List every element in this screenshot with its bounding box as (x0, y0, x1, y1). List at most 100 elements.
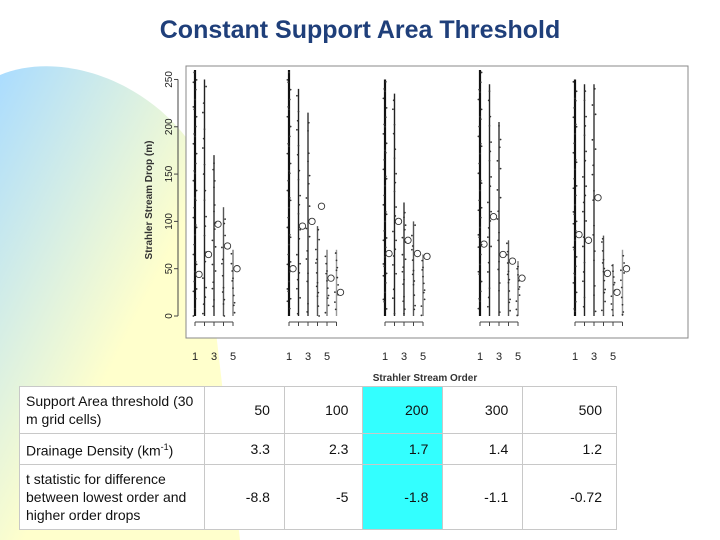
x-tick-label: 5 (515, 351, 521, 363)
data-point (382, 239, 385, 242)
data-point (506, 262, 509, 264)
data-point (477, 135, 480, 138)
data-point (192, 179, 195, 182)
data-point (287, 81, 290, 84)
data-point (480, 182, 483, 185)
data-point (583, 134, 586, 137)
data-point (221, 258, 224, 261)
data-point (497, 210, 500, 213)
data-point (515, 308, 518, 311)
data-point (192, 142, 195, 145)
data-point (384, 255, 386, 258)
data-point (582, 271, 585, 273)
data-point (412, 283, 415, 286)
data-point (232, 277, 234, 280)
table-cell: -0.72 (522, 464, 617, 530)
data-point (498, 282, 501, 284)
data-point (572, 281, 575, 284)
data-point (573, 308, 576, 310)
data-point (203, 128, 206, 131)
data-point (230, 252, 233, 255)
data-point (423, 298, 426, 301)
data-point (516, 314, 519, 317)
data-point (395, 272, 397, 275)
chart-panels (192, 70, 631, 317)
data-point (337, 283, 339, 286)
data-point (506, 242, 508, 245)
data-point (507, 270, 510, 273)
data-point (383, 265, 386, 268)
data-point (308, 235, 311, 238)
data-point (213, 299, 215, 301)
x-tick-label: 5 (420, 351, 426, 363)
data-point (326, 297, 329, 300)
data-point (213, 210, 215, 213)
data-point (508, 301, 511, 304)
data-point (192, 106, 195, 108)
data-point (489, 150, 492, 153)
data-point (612, 276, 615, 278)
data-point (296, 312, 299, 315)
data-point (287, 253, 290, 256)
data-point (506, 273, 509, 276)
data-point (582, 280, 584, 283)
data-point (574, 194, 577, 197)
data-point (297, 178, 300, 181)
data-point (213, 162, 215, 165)
data-point (392, 263, 394, 266)
data-point (573, 248, 576, 251)
data-point (394, 215, 397, 217)
data-point (395, 172, 397, 175)
data-point (411, 273, 414, 276)
x-tick-label: 3 (211, 351, 217, 363)
data-point (621, 313, 624, 316)
y-tick-label: 150 (164, 165, 175, 182)
data-point (213, 204, 216, 206)
data-point (318, 238, 320, 241)
data-point (288, 169, 290, 172)
data-point (385, 213, 388, 216)
data-point (205, 85, 207, 88)
data-point (384, 211, 387, 213)
table-cell: 1.4 (442, 433, 524, 465)
mean-marker (394, 217, 403, 226)
data-point (575, 185, 578, 187)
data-point (384, 125, 386, 128)
data-point (384, 90, 386, 93)
data-point (506, 250, 509, 253)
data-point (384, 80, 387, 83)
x-tick-label: 3 (401, 351, 407, 363)
data-point (582, 236, 585, 239)
data-point (202, 111, 204, 114)
data-point (604, 288, 606, 291)
data-point (192, 253, 195, 256)
data-point (307, 129, 309, 132)
data-point (315, 258, 318, 261)
data-point (487, 236, 489, 239)
data-point (395, 239, 397, 242)
data-point (223, 298, 226, 301)
row-label: Support Area threshold (30 m grid cells) (19, 386, 205, 434)
data-point (610, 295, 613, 298)
data-point (382, 298, 385, 301)
x-tick-label: 1 (477, 351, 483, 363)
data-point (298, 203, 301, 206)
data-point (480, 71, 483, 74)
data-point (575, 90, 578, 93)
mean-marker (308, 217, 316, 226)
x-tick-label: 3 (496, 351, 502, 363)
data-point (403, 228, 406, 231)
data-point (195, 115, 198, 118)
data-point (296, 153, 299, 156)
data-point (518, 286, 521, 288)
data-point (392, 108, 394, 111)
data-point (490, 245, 492, 248)
data-point (594, 148, 597, 150)
data-point (572, 187, 575, 190)
data-point (193, 206, 196, 209)
table-row: t statistic for difference between lowes… (19, 464, 617, 530)
data-point (602, 270, 605, 273)
data-point (305, 197, 308, 199)
x-tick-label: 1 (572, 351, 578, 363)
table-cell: 100 (283, 386, 364, 434)
